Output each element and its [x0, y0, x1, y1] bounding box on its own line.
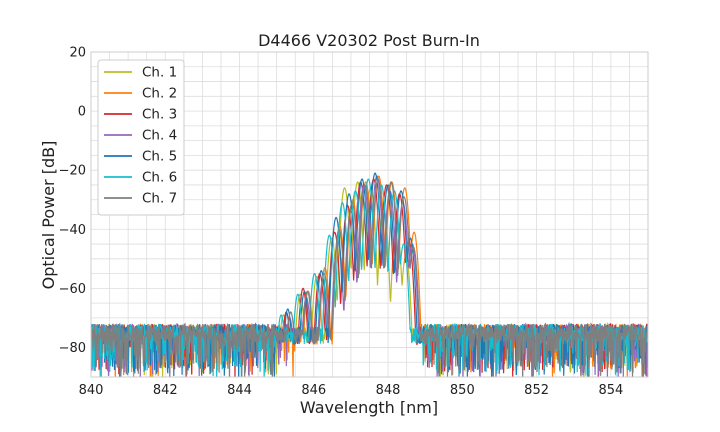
- y-tick-label: −60: [59, 282, 86, 297]
- series-layer: [91, 172, 648, 377]
- legend-label: Ch. 1: [142, 65, 177, 81]
- y-tick-label: 20: [69, 46, 86, 61]
- legend-label: Ch. 6: [142, 170, 177, 186]
- x-tick-labels: 840 842 844 846 848 850 852 854: [79, 383, 624, 398]
- x-tick-label: 842: [153, 383, 178, 398]
- y-tick-label: −80: [59, 341, 86, 356]
- x-tick-label: 850: [450, 383, 475, 398]
- chart-title: D4466 V20302 Post Burn-In: [258, 31, 480, 50]
- x-tick-label: 840: [79, 383, 104, 398]
- legend-label: Ch. 3: [142, 107, 177, 123]
- y-tick-label: −20: [59, 164, 86, 179]
- legend-label: Ch. 7: [142, 191, 177, 207]
- series-line: [91, 178, 648, 377]
- legend: Ch. 1 Ch. 2 Ch. 3 Ch. 4 Ch. 5 Ch. 6 Ch. 7: [97, 59, 185, 216]
- y-tick-label: 0: [78, 105, 86, 120]
- x-axis-title: Wavelength [nm]: [300, 398, 438, 417]
- legend-label: Ch. 2: [142, 86, 177, 102]
- x-tick-label: 844: [227, 383, 252, 398]
- x-tick-label: 846: [301, 383, 326, 398]
- x-tick-label: 854: [598, 383, 623, 398]
- x-tick-label: 852: [524, 383, 549, 398]
- x-tick-label: 848: [376, 383, 401, 398]
- y-axis-title: Optical Power [dB]: [39, 141, 58, 290]
- legend-label: Ch. 5: [142, 149, 177, 165]
- plot-border: [90, 51, 649, 378]
- y-tick-label: −40: [59, 223, 86, 238]
- y-tick-labels: −80 −60 −40 −20 0 20: [59, 46, 86, 356]
- plot-area: [91, 172, 648, 377]
- legend-label: Ch. 4: [142, 128, 177, 144]
